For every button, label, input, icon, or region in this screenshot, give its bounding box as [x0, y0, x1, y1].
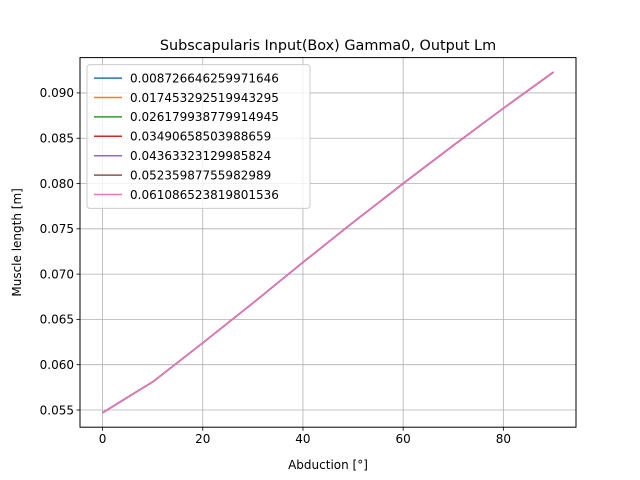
y-tick-label: 0.090: [40, 86, 74, 100]
series-lines: [102, 71, 554, 414]
legend-label: 0.04363323129985824: [130, 149, 271, 163]
legend-label: 0.03490658503988659: [130, 130, 271, 144]
y-tick-label: 0.085: [40, 132, 74, 146]
x-tick-label: 0: [99, 432, 107, 446]
y-tick-label: 0.070: [40, 267, 74, 281]
legend-label: 0.05235987755982989: [130, 168, 271, 182]
legend-label: 0.008726646259971646: [130, 71, 279, 85]
y-axis-ticks: 0.055 0.060 0.065 0.070 0.075 0.080 0.085 0.090: [40, 86, 80, 417]
x-tick-label: 60: [396, 432, 411, 446]
y-tick-label: 0.080: [40, 177, 74, 191]
y-tick-label: 0.075: [40, 222, 74, 236]
plot-frame: [79, 57, 577, 428]
chart-title: Subscapularis Input(Box) Gamma0, Output …: [160, 38, 496, 54]
legend-label: 0.061086523819801536: [130, 188, 279, 202]
x-tick-label: 40: [295, 432, 310, 446]
x-tick-label: 80: [496, 432, 511, 446]
x-axis-label: Abduction [°]: [288, 458, 368, 472]
series-line-7: [102, 71, 554, 414]
y-axis-label: Muscle length [m]: [10, 188, 24, 296]
y-tick-label: 0.065: [40, 313, 74, 327]
legend: 0.008726646259971646 0.017453292519943295…: [86, 64, 311, 209]
x-axis-ticks: 0 20 40 60 80: [99, 427, 511, 446]
y-tick-label: 0.060: [40, 358, 74, 372]
legend-label: 0.017453292519943295: [130, 91, 279, 105]
x-tick-label: 20: [195, 432, 210, 446]
y-tick-label: 0.055: [40, 403, 74, 417]
legend-label: 0.026179938779914945: [130, 110, 279, 124]
legend-box: [86, 64, 311, 209]
